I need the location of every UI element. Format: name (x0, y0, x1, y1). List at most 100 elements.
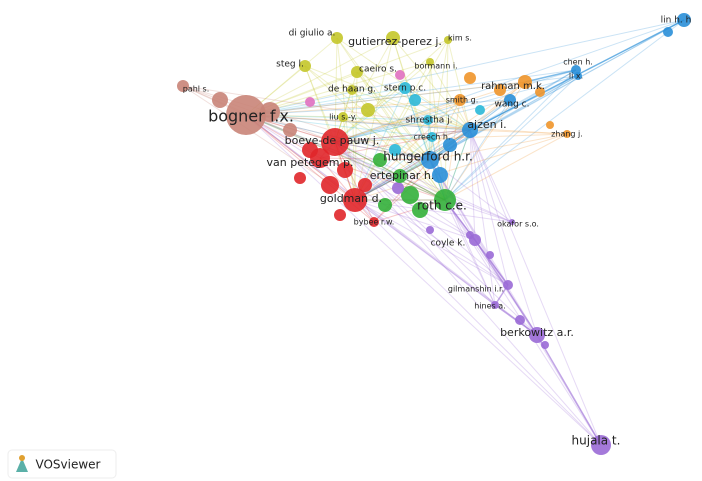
edge (444, 75, 579, 201)
node (226, 95, 266, 135)
edge (354, 199, 496, 306)
edge (245, 19, 685, 116)
edge (469, 129, 568, 135)
edge (354, 199, 476, 241)
logo-text: VOSviewer (35, 458, 100, 472)
node-label: boeve-de pauw j. (285, 134, 380, 147)
node (423, 115, 433, 125)
edge (354, 81, 526, 201)
node (334, 209, 346, 221)
edge (356, 71, 446, 201)
node (469, 234, 481, 246)
edge (334, 141, 375, 223)
edge (245, 39, 449, 116)
node (486, 251, 494, 259)
node (475, 105, 485, 115)
node (677, 13, 691, 27)
edge (354, 19, 685, 201)
node-label: caeiro s. (359, 65, 397, 75)
edge (334, 119, 429, 143)
edge (444, 133, 568, 201)
edge (304, 65, 446, 201)
node (563, 130, 571, 138)
node (283, 123, 297, 137)
edge (245, 114, 446, 201)
edge (354, 159, 431, 201)
edge (351, 89, 471, 131)
logo-icon (19, 455, 25, 461)
node-label: liu s.-y. (329, 113, 357, 122)
edge (429, 159, 496, 306)
node-label: smith g. (446, 96, 479, 105)
edge (429, 133, 568, 161)
extra-nodes (212, 27, 673, 349)
edge (334, 37, 338, 143)
node-label: zhang j. (551, 130, 583, 139)
node (395, 70, 405, 80)
edge (351, 89, 356, 201)
node (491, 301, 499, 309)
node (361, 103, 375, 117)
edge (469, 129, 476, 241)
edge (469, 129, 538, 336)
node (337, 162, 353, 178)
edge (429, 159, 538, 336)
node (351, 66, 363, 78)
node (310, 148, 330, 168)
edge (444, 69, 577, 201)
node (338, 112, 348, 122)
node-label: shrestha j. (405, 116, 452, 126)
node (294, 172, 306, 184)
node-label: ertepinar h. (370, 169, 435, 182)
edge (334, 133, 568, 143)
edge (304, 65, 471, 131)
edge (245, 81, 526, 116)
edge (334, 141, 496, 306)
node-label: creech h. (414, 133, 451, 142)
edge (334, 141, 446, 201)
edge (334, 141, 431, 161)
edge (334, 99, 461, 143)
node (399, 82, 411, 94)
node-label: di giulio a. (289, 29, 336, 39)
node-label: steg l. (276, 60, 304, 70)
edge (334, 69, 577, 143)
edge (444, 199, 496, 306)
node (426, 58, 434, 66)
node (462, 122, 478, 138)
edge (444, 129, 471, 201)
edge (354, 133, 568, 201)
edge (354, 199, 602, 446)
edge (245, 114, 471, 131)
node (321, 128, 349, 156)
edge (336, 37, 446, 201)
node (509, 219, 515, 225)
edge (469, 129, 513, 223)
node (409, 94, 421, 106)
edge (334, 75, 579, 143)
node (591, 435, 611, 455)
edge (524, 69, 577, 83)
edge (245, 114, 509, 286)
node-label: bogner f.x. (208, 107, 294, 126)
edge (469, 129, 602, 446)
node-label: okafor s.o. (497, 220, 539, 229)
edge (182, 85, 471, 131)
node-label: gutierrez-perez j. (348, 35, 442, 48)
node-label: de haan g. (328, 85, 376, 95)
node (212, 92, 228, 108)
edge (334, 141, 513, 223)
edge (245, 114, 538, 336)
edge (334, 37, 394, 143)
node-label: hungerford h.r. (383, 150, 473, 164)
node (426, 226, 434, 234)
node (464, 72, 476, 84)
node-label: roth c.e. (417, 199, 467, 213)
node-label: lin h. h (661, 16, 692, 26)
edge (469, 129, 509, 286)
node (378, 198, 392, 212)
edge (444, 19, 685, 201)
node (454, 94, 466, 106)
node-label: stern p.c. (384, 84, 426, 94)
